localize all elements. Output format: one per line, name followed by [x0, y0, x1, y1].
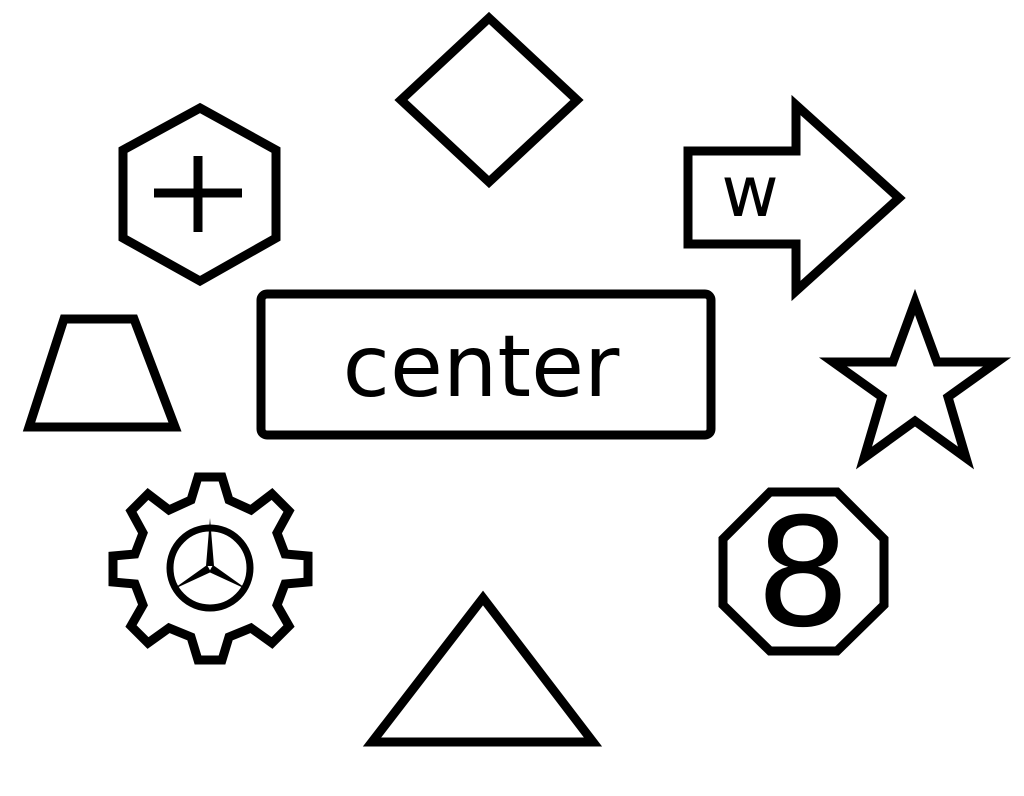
center-rect	[256, 289, 716, 440]
diamond-shape	[394, 11, 584, 189]
octagon-shape	[718, 487, 889, 656]
star-shape	[818, 288, 1012, 470]
arrow-right-icon: w	[683, 94, 906, 302]
center-label: center	[343, 317, 620, 417]
emblem-spoke-right	[209, 565, 248, 590]
triangle-shape	[362, 590, 603, 747]
hexagon-shape	[118, 102, 281, 287]
gear-icon	[108, 472, 313, 665]
octagon-eight-icon: 8	[718, 487, 889, 661]
arrow-shape	[683, 94, 906, 302]
arrow-label: w	[721, 151, 778, 233]
center-box: center	[256, 289, 716, 440]
gear-outline	[108, 472, 313, 665]
emblem-spoke-left	[172, 565, 211, 590]
octagon-label: 8	[755, 487, 850, 661]
hexagon-plus-icon	[118, 102, 281, 287]
emblem-spoke-top	[206, 518, 214, 566]
trapezoid-shape	[22, 314, 182, 432]
